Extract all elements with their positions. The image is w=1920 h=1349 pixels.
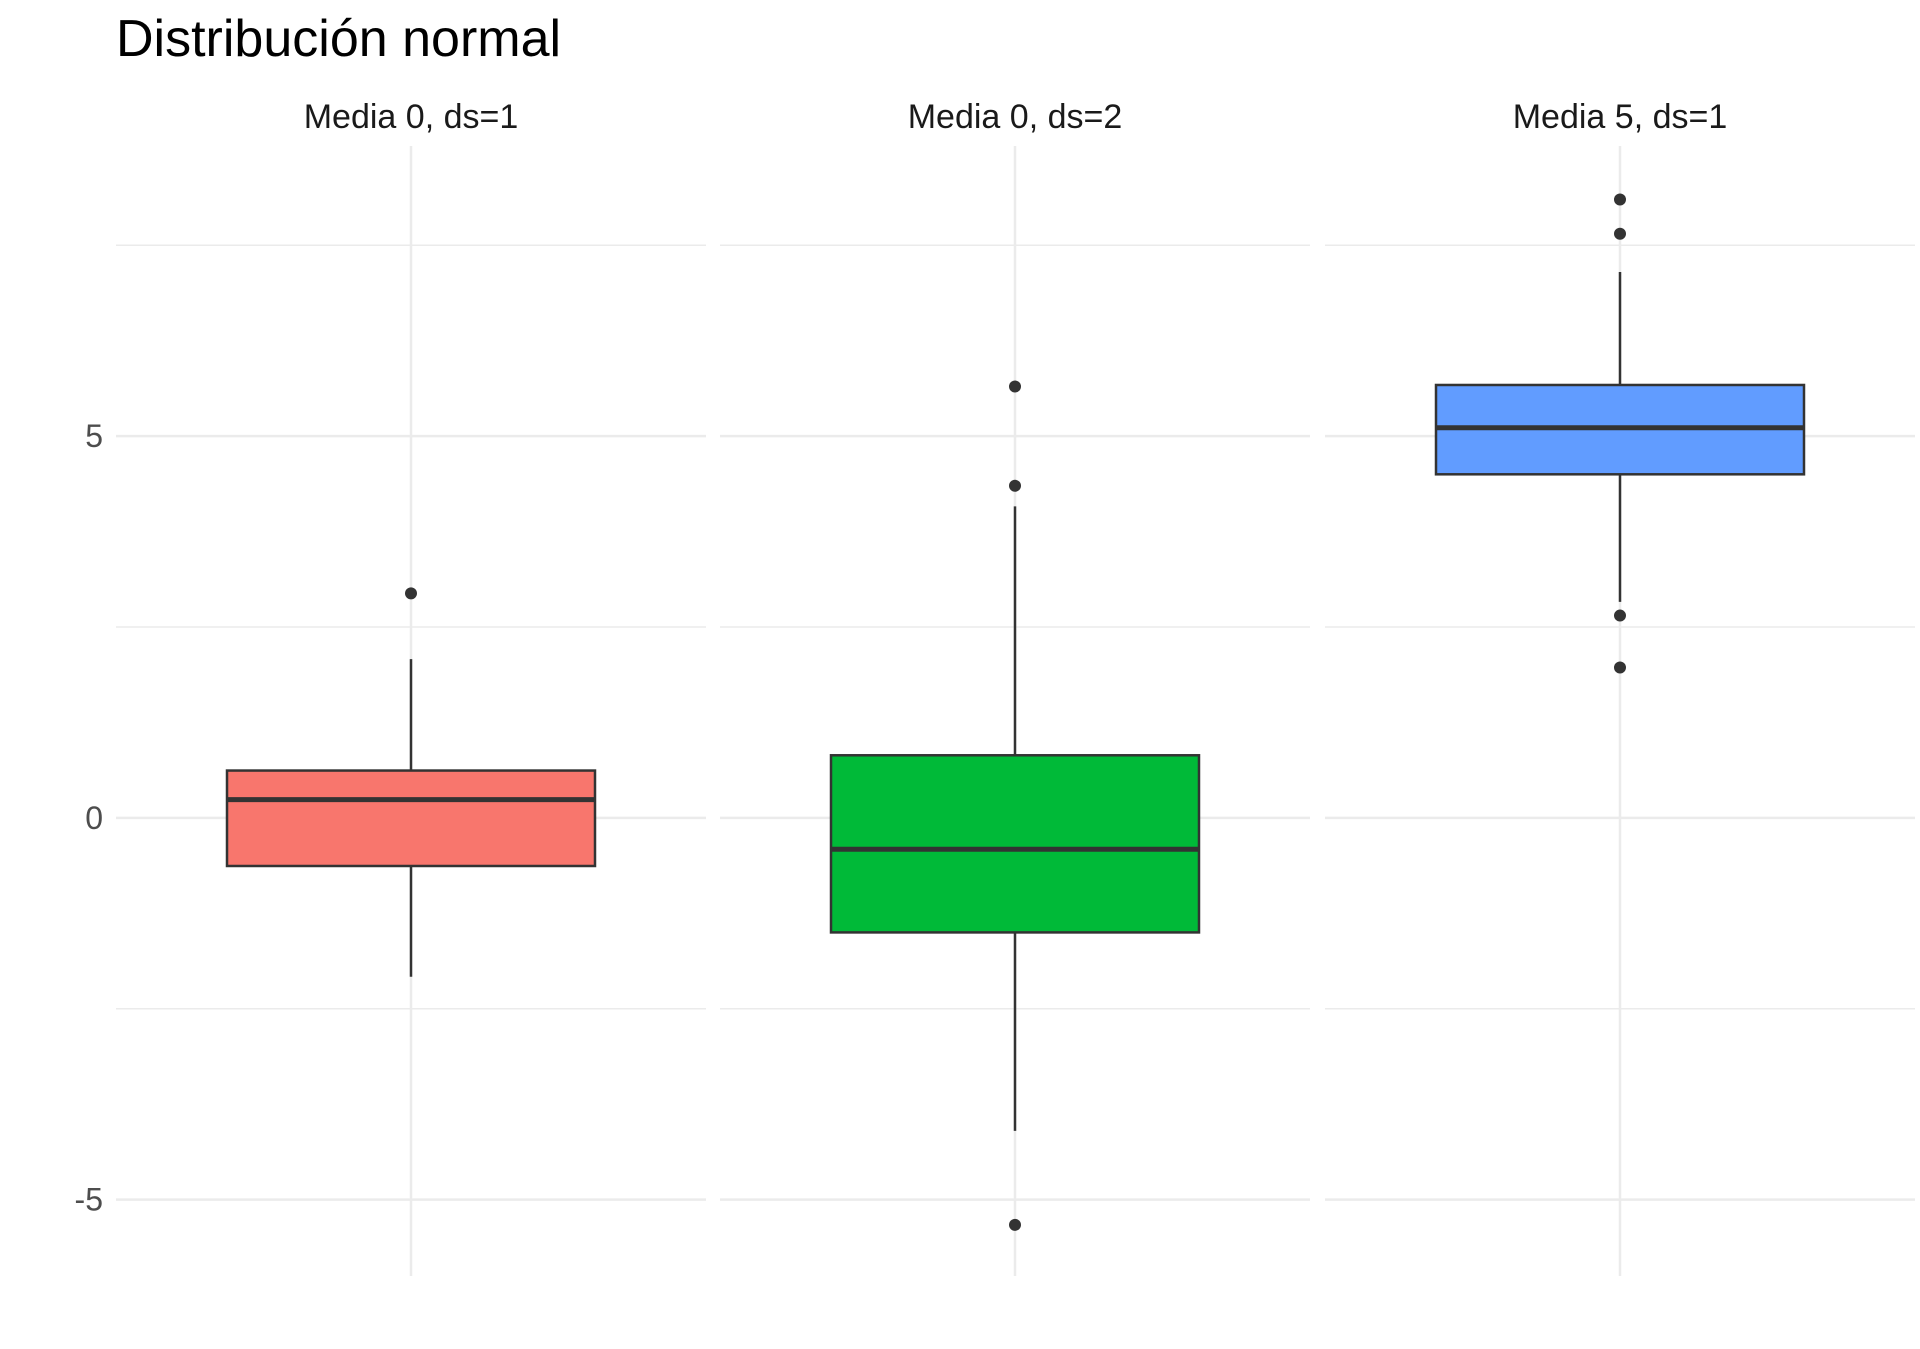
outlier-point (1009, 1218, 1021, 1231)
outlier-point (1614, 609, 1626, 622)
outlier-point (1009, 479, 1021, 492)
outlier-point (1614, 661, 1626, 674)
box-iqr (829, 754, 1201, 934)
y-tick-label: -5 (75, 1182, 103, 1218)
facet-strip-label: Media 5, ds=1 (1513, 98, 1728, 136)
facets: Media 0, ds=1 Media 0, ds=2 Media 5, ds=1 (225, 98, 1806, 1231)
outlier-point (405, 587, 417, 600)
outlier-point (1614, 227, 1626, 240)
facet-strip-label: Media 0, ds=1 (304, 98, 519, 136)
outlier-point (1614, 193, 1626, 206)
facet-strip-label: Media 0, ds=2 (908, 98, 1123, 136)
y-tick-label: 0 (85, 800, 103, 836)
facet-panel: Media 0, ds=2 (829, 98, 1201, 1231)
chart-title: Distribución normal (116, 10, 561, 68)
y-axis: -5 0 5 (75, 418, 103, 1218)
facet-panel: Media 5, ds=1 (1434, 98, 1806, 674)
outlier-point (1009, 380, 1021, 393)
facet-panel: Media 0, ds=1 (225, 98, 597, 977)
box-iqr (225, 769, 597, 868)
y-tick-label: 5 (85, 418, 103, 454)
